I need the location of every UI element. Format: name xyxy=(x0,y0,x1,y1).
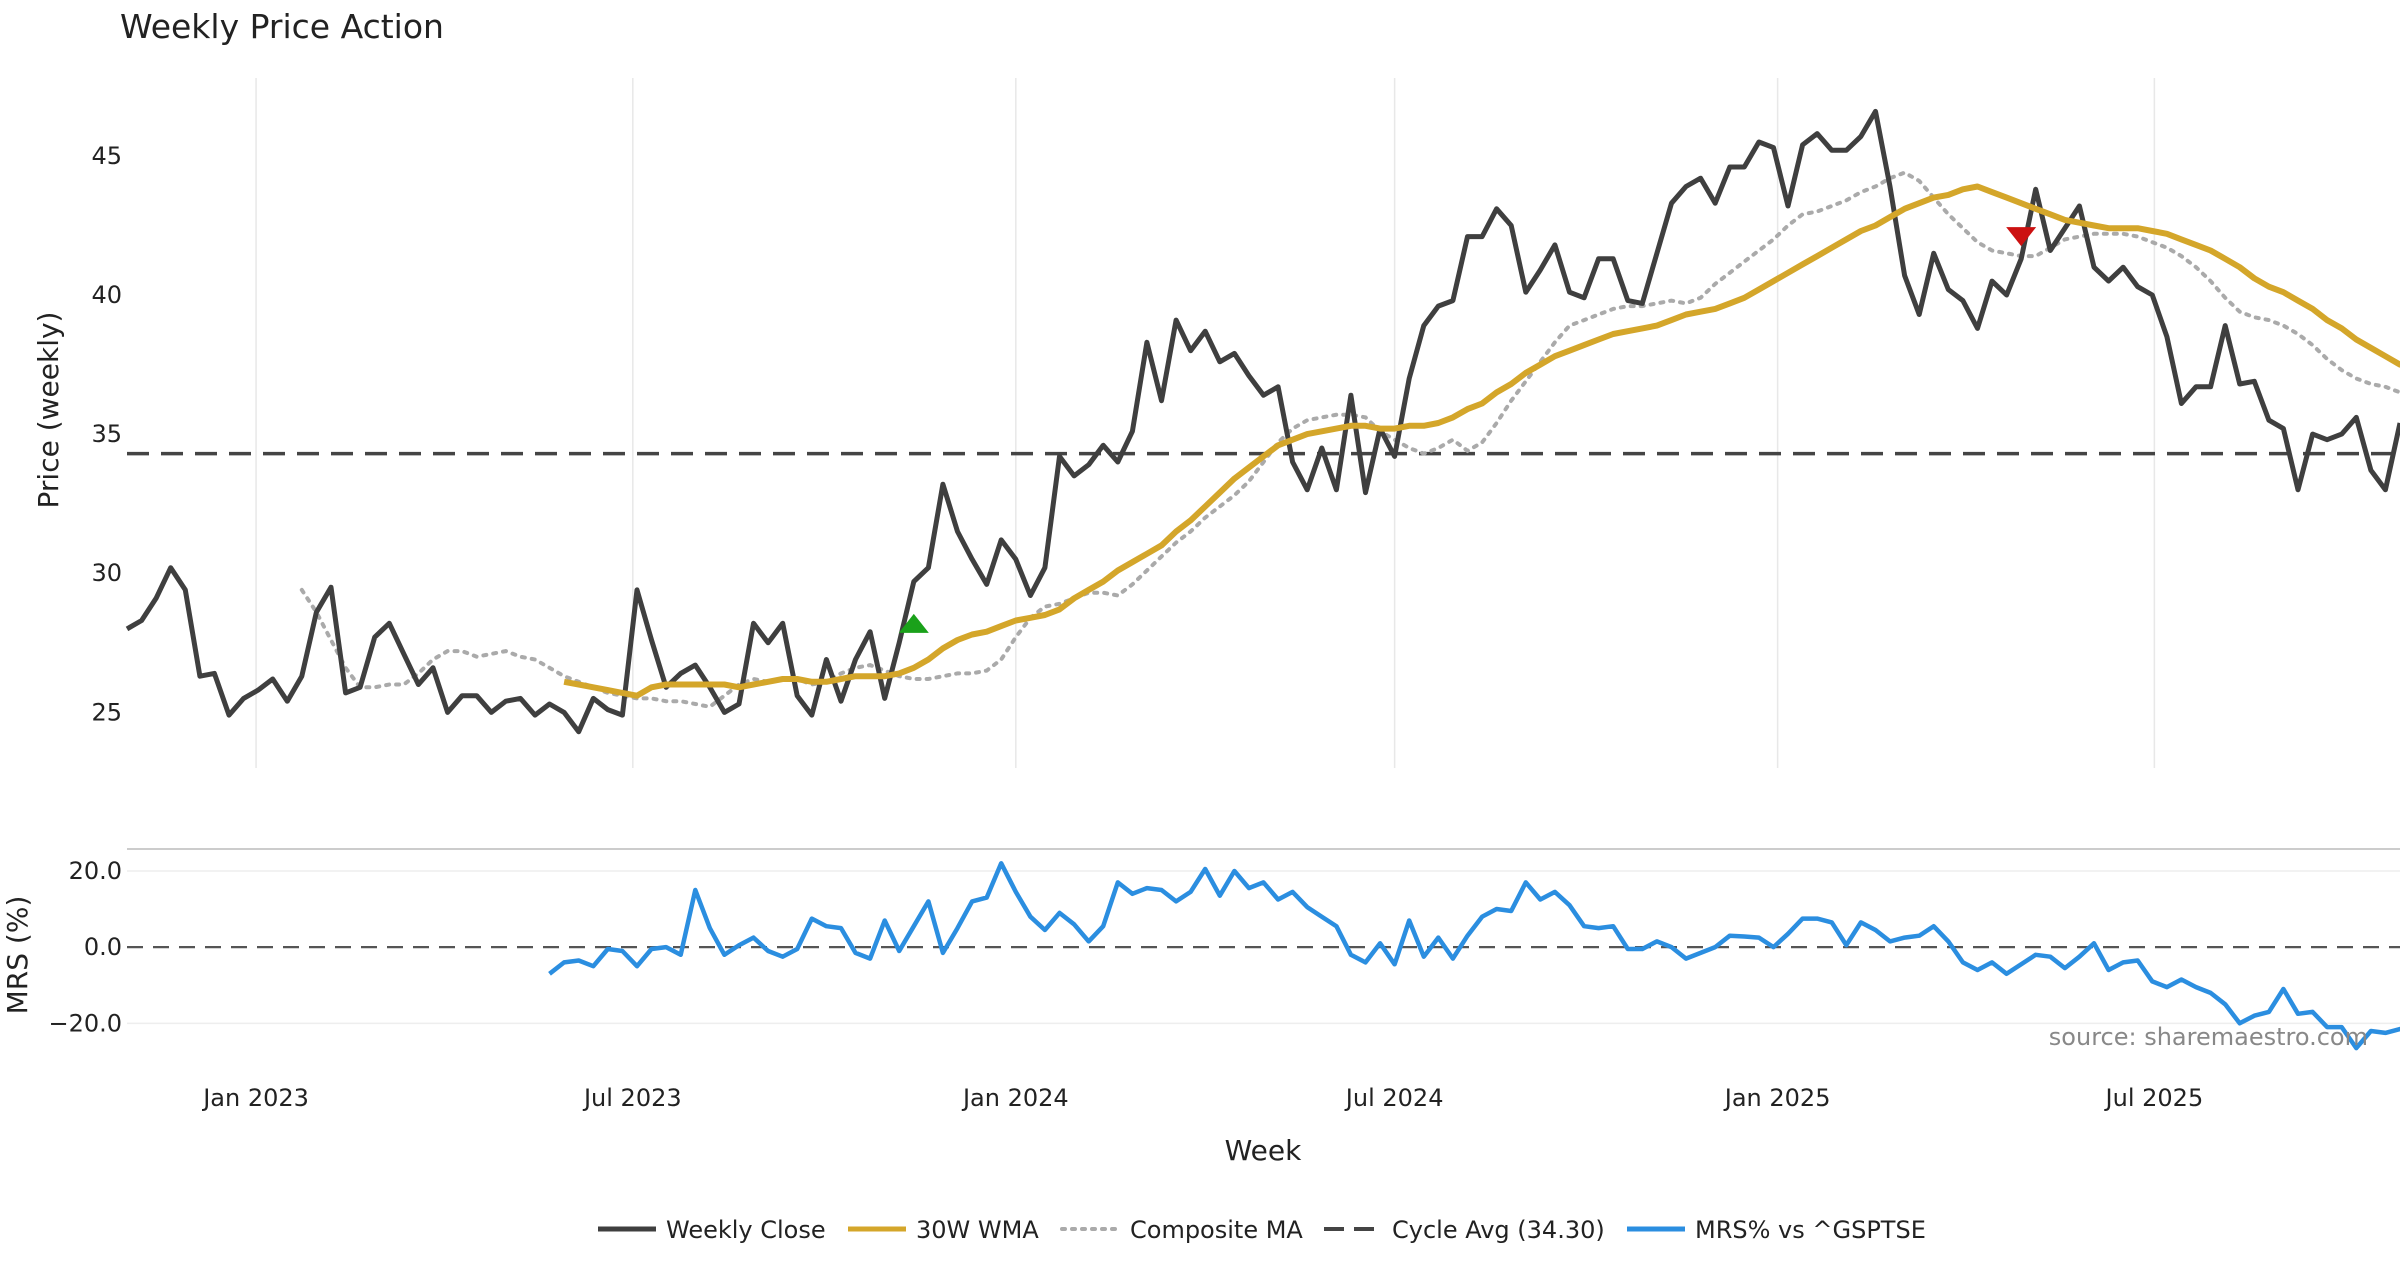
mrs-y-tick-label: 0.0 xyxy=(84,933,122,961)
price-y-axis-label: Price (weekly) xyxy=(32,312,65,509)
sell-signal-marker xyxy=(2006,227,2036,246)
x-tick-label: Jan 2025 xyxy=(1723,1084,1831,1112)
axis-layer: 25 30 35 40 45 20.0 0.0 −20.0 Jan 2023 Jul 2023 Ja… xyxy=(48,142,2203,1112)
price-y-tick-label: 25 xyxy=(91,698,122,726)
legend: Weekly Close 30W WMA Composite MA Cycle Avg… xyxy=(598,1216,1926,1244)
legend-label: 30W WMA xyxy=(916,1216,1039,1244)
series-layer xyxy=(127,111,2400,1048)
mrs-line xyxy=(550,863,2400,1048)
composite-ma-line xyxy=(302,173,2400,707)
chart-title: Weekly Price Action xyxy=(120,7,444,46)
source-note: source: sharemaestro.com xyxy=(2049,1023,2368,1051)
price-y-tick-label: 35 xyxy=(91,420,122,448)
legend-label: Cycle Avg (34.30) xyxy=(1392,1216,1605,1244)
price-y-tick-label: 30 xyxy=(91,559,122,587)
legend-label: MRS% vs ^GSPTSE xyxy=(1695,1216,1926,1244)
x-tick-label: Jan 2024 xyxy=(961,1084,1069,1112)
x-tick-label: Jul 2025 xyxy=(2104,1084,2204,1112)
mrs-y-tick-label: −20.0 xyxy=(48,1009,122,1037)
legend-item: Composite MA xyxy=(1062,1216,1303,1244)
x-tick-label: Jul 2024 xyxy=(1344,1084,1444,1112)
weekly-close-line xyxy=(127,111,2400,731)
x-axis-label: Week xyxy=(1225,1134,1302,1167)
legend-label: Composite MA xyxy=(1130,1216,1303,1244)
legend-item: MRS% vs ^GSPTSE xyxy=(1627,1216,1926,1244)
legend-label: Weekly Close xyxy=(666,1216,826,1244)
mrs-y-axis-label: MRS (%) xyxy=(1,896,34,1015)
legend-item: 30W WMA xyxy=(848,1216,1039,1244)
signal-markers xyxy=(899,227,2036,633)
price-y-tick-label: 45 xyxy=(91,142,122,170)
x-tick-label: Jan 2023 xyxy=(201,1084,309,1112)
price-y-tick-label: 40 xyxy=(91,281,122,309)
mrs-y-tick-label: 20.0 xyxy=(69,857,122,885)
x-tick-label: Jul 2023 xyxy=(582,1084,682,1112)
legend-item: Cycle Avg (34.30) xyxy=(1324,1216,1605,1244)
legend-item: Weekly Close xyxy=(598,1216,826,1244)
